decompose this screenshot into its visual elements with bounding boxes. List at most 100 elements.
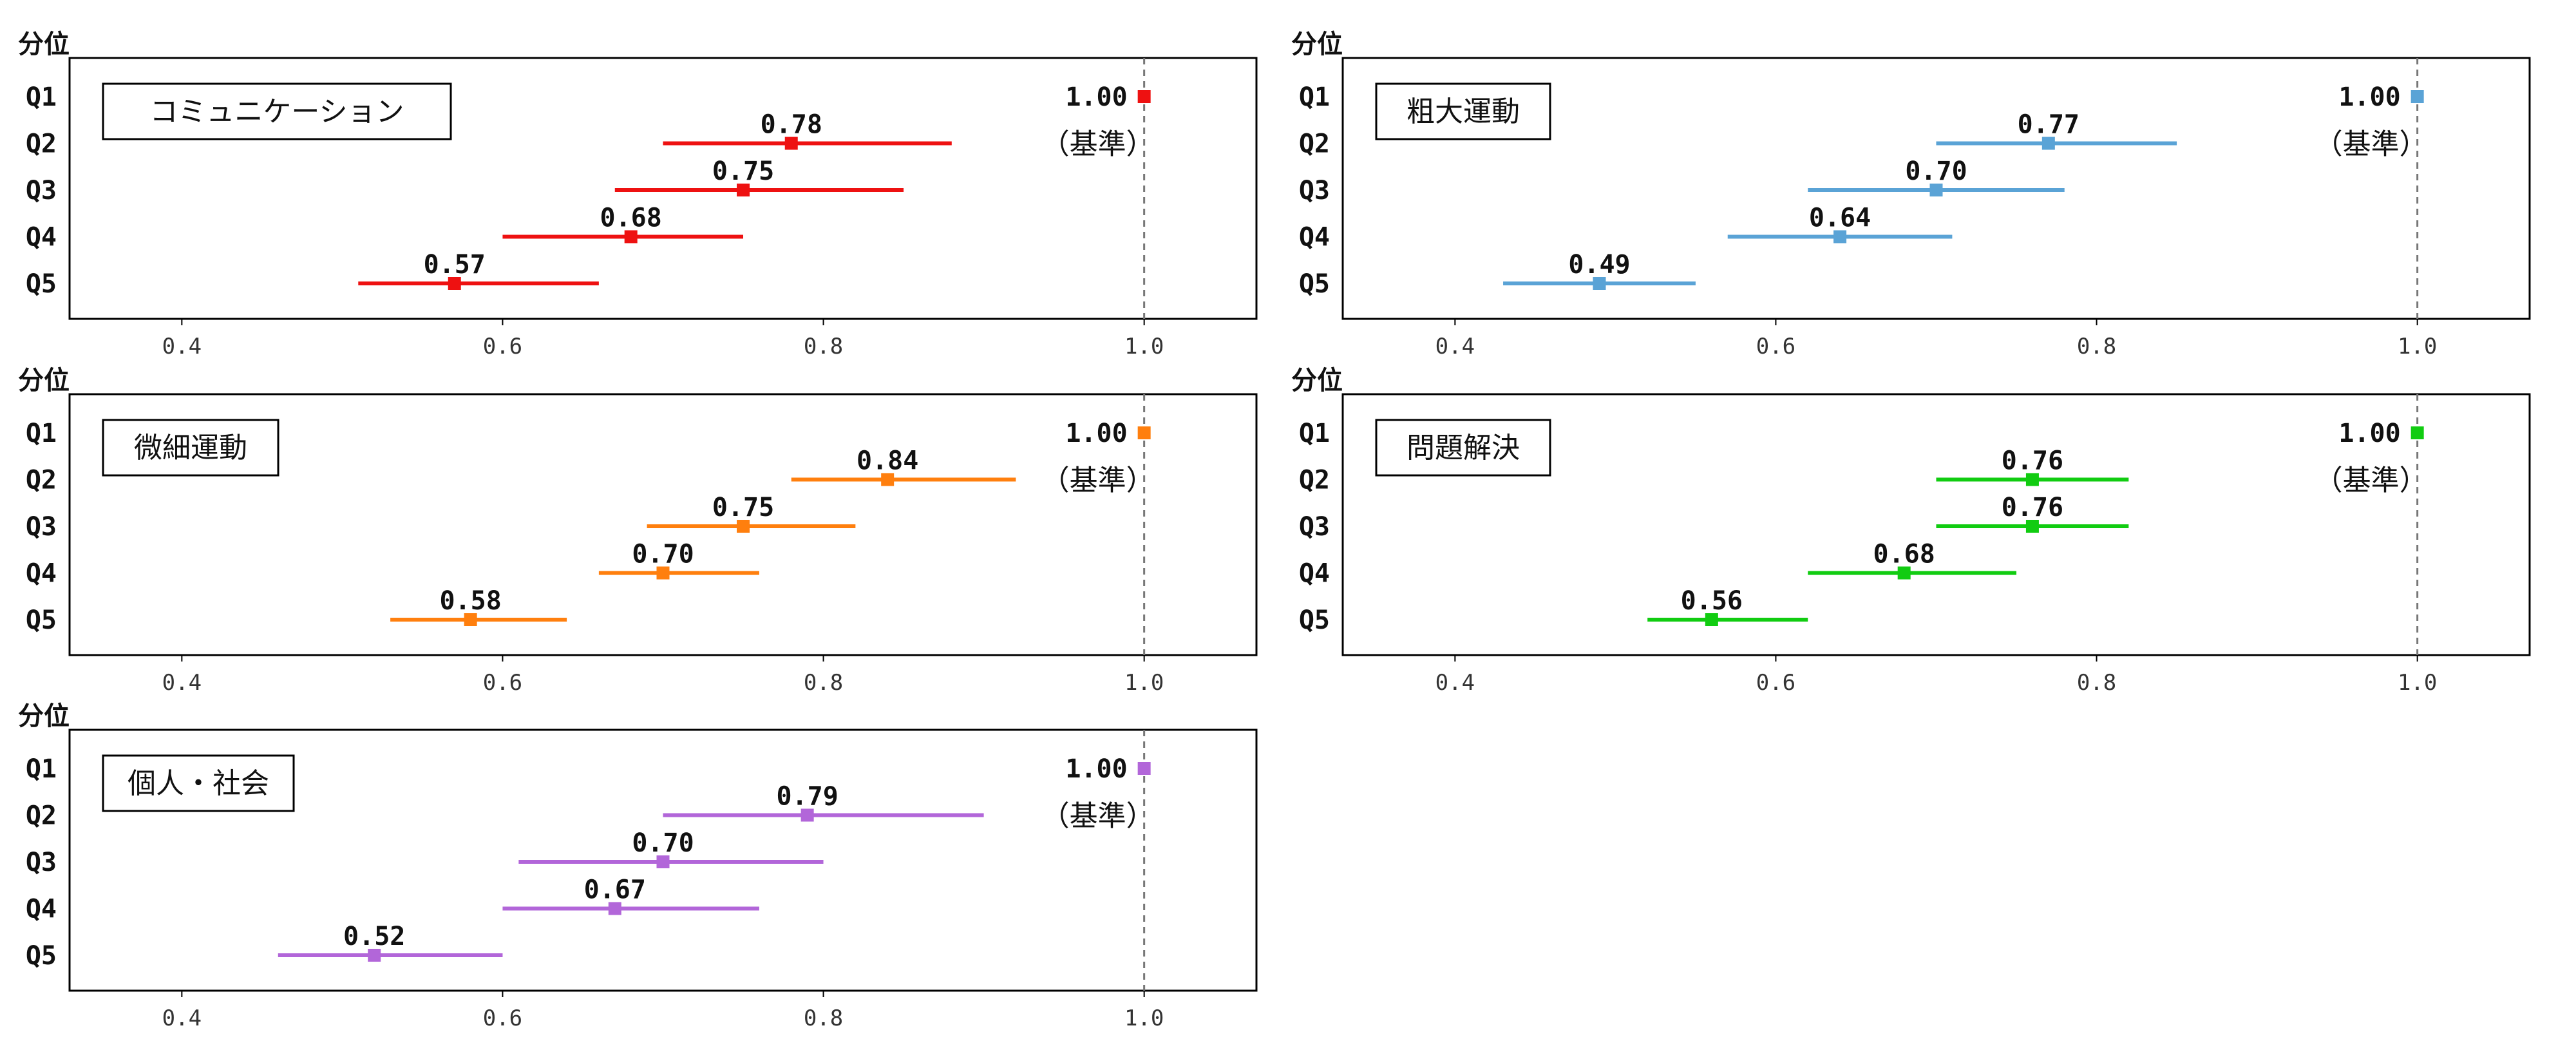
y-tick-label: Q5 [26,941,57,971]
y-tick-label: Q4 [1299,559,1330,589]
value-label: 1.00 [2338,82,2400,112]
point-estimate [784,137,798,150]
y-tick-label: Q1 [1299,82,1330,112]
panel-title-box: 問題解決 [1375,419,1551,477]
x-tick-label: 0.4 [1435,334,1475,359]
x-tick-label: 0.8 [804,334,843,359]
y-tick-label: Q3 [26,848,57,877]
point-estimate [1593,277,1606,290]
value-label: 0.79 [776,782,838,812]
x-tick-label: 0.8 [804,1005,843,1031]
point-estimate [464,613,477,626]
x-tick-label: 0.6 [483,334,522,359]
panel-title-frame [1375,82,1551,140]
point-estimate [656,566,670,580]
point-estimate [2410,90,2424,103]
y-tick-label: Q4 [26,559,57,589]
point-estimate [624,230,638,243]
value-label: 0.76 [2002,446,2063,476]
y-axis-title: 分位 [18,701,70,731]
point-estimate [1705,613,1718,626]
y-tick-label: Q1 [26,754,57,784]
value-label: 0.70 [632,540,694,569]
y-tick-label: Q1 [26,419,57,448]
value-label: 0.68 [1873,540,1935,569]
panel-1: 分位 Q1 Q2 Q3 Q4 Q5 0.4 0.6 0.8 1.0 コミュニケーション （基準） 1.0… [18,30,1258,359]
y-tick-label: Q5 [1299,605,1330,635]
point-estimate [800,808,814,822]
panel-title-frame [102,82,452,140]
reference-label: （基準） [2315,464,2428,497]
panel-title-frame [102,754,295,812]
value-label: 1.00 [1065,754,1127,784]
value-label: 0.49 [1568,250,1630,280]
value-label: 0.70 [1905,157,1967,186]
panel-title: 微細運動 [134,432,247,464]
y-tick-label: Q5 [26,605,57,635]
panel-title-box: 個人・社会 [102,754,295,812]
x-tick-label: 0.6 [483,670,522,696]
y-tick-label: Q2 [1299,129,1330,159]
y-tick-label: Q1 [26,82,57,112]
x-tick-label: 0.8 [2077,334,2116,359]
panel-title: 個人・社会 [128,767,269,800]
x-tick-label: 0.8 [2077,670,2116,696]
x-tick-label: 1.0 [1124,670,1164,696]
point-estimate [737,184,750,196]
panel-title-frame [102,419,279,477]
value-label: 0.68 [600,204,662,233]
point-estimate [608,902,621,915]
x-tick-label: 0.6 [1756,670,1795,696]
panel-4: 分位 Q1 Q2 Q3 Q4 Q5 0.4 0.6 0.8 1.0 問題解決 （基準） 1.00 0.76… [1291,366,2531,696]
point-estimate [448,277,461,290]
value-label: 0.78 [761,110,822,140]
panel-title: コミュニケーション [149,95,404,128]
value-label: 0.56 [1681,586,1743,616]
point-estimate [2025,473,2039,486]
value-label: 0.57 [424,250,486,280]
value-label: 0.77 [2018,110,2079,140]
point-estimate [737,520,750,533]
panel-2: 分位 Q1 Q2 Q3 Q4 Q5 0.4 0.6 0.8 1.0 粗大運動 （基準） 1.00 0.77… [1291,30,2531,359]
value-label: 0.64 [1809,204,1871,233]
x-tick-label: 1.0 [1124,334,1164,359]
reference-label: （基準） [1041,128,1155,161]
y-axis-title: 分位 [1291,366,1343,395]
y-tick-label: Q4 [26,895,57,924]
value-label: 1.00 [2338,419,2400,448]
point-estimate [1137,762,1151,775]
value-label: 0.70 [632,828,694,858]
panel-3: 分位 Q1 Q2 Q3 Q4 Q5 0.4 0.6 0.8 1.0 微細運動 （基準） 1.00 0.84… [18,366,1258,696]
x-tick-label: 1.0 [2398,334,2437,359]
y-tick-label: Q3 [26,176,57,205]
panel-5: 分位 Q1 Q2 Q3 Q4 Q5 0.4 0.6 0.8 1.0 個人・社会 （基準） 1.00 0.7… [18,701,1258,1031]
y-axis-title: 分位 [1291,30,1343,59]
x-tick-label: 0.4 [162,1005,202,1031]
plot-frame [1341,57,2531,320]
panel-title-box: 粗大運動 [1375,82,1551,140]
value-label: 0.84 [857,446,918,476]
value-label: 0.52 [343,922,405,951]
value-label: 0.58 [439,586,501,616]
y-tick-label: Q2 [26,801,57,831]
y-tick-label: Q3 [1299,176,1330,205]
point-estimate [2025,520,2039,533]
panel-title-box: 微細運動 [102,419,279,477]
panel-title: 問題解決 [1406,432,1520,464]
x-tick-label: 0.4 [1435,670,1475,696]
point-estimate [1833,230,1847,243]
y-tick-label: Q2 [1299,466,1330,495]
reference-label: （基準） [2315,128,2428,161]
point-estimate [1137,90,1151,103]
y-tick-label: Q3 [26,512,57,542]
x-tick-label: 0.4 [162,334,202,359]
point-estimate [368,949,381,962]
point-estimate [2041,137,2055,150]
x-tick-label: 1.0 [1124,1005,1164,1031]
x-tick-label: 0.4 [162,670,202,696]
value-label: 0.75 [712,157,774,186]
point-estimate [2410,426,2424,439]
y-tick-label: Q2 [26,129,57,159]
reference-label: （基準） [1041,800,1155,833]
